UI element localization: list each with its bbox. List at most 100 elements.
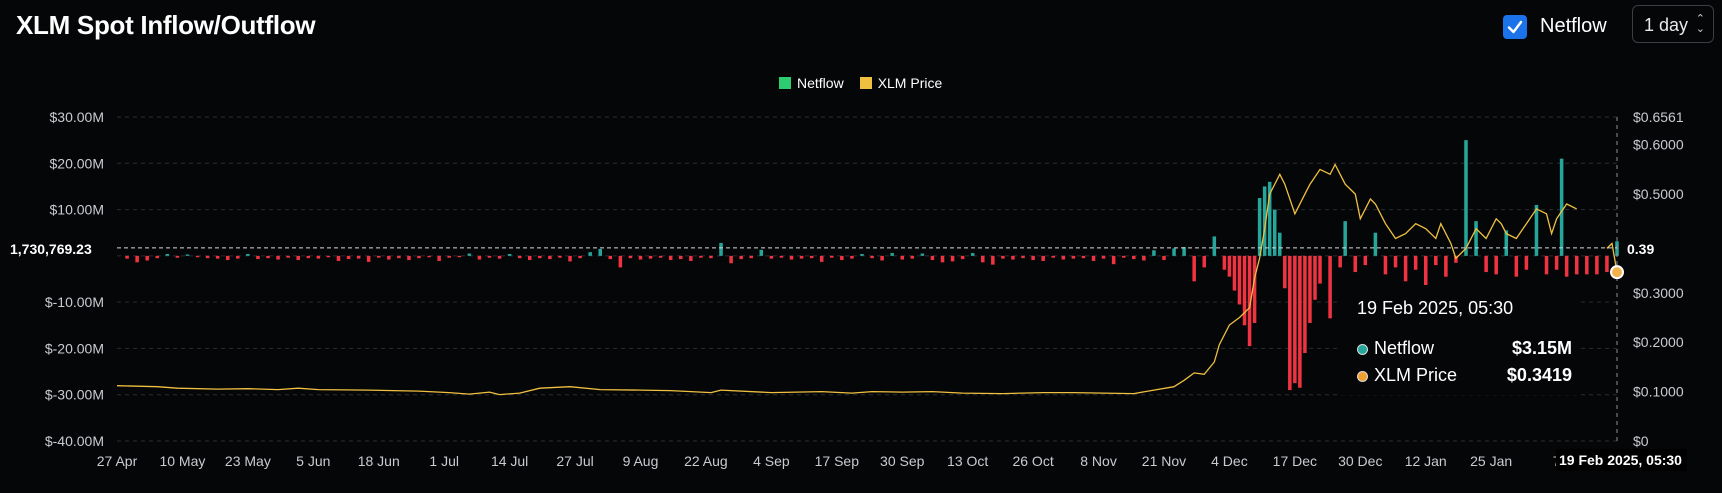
netflow-bar [870,255,874,259]
interval-select[interactable]: 1 day ⌃ ⌄ [1632,5,1714,43]
netflow-bar [568,255,572,262]
netflow-bar [719,242,723,256]
tooltip: 19 Feb 2025, 05:30 Netflow $3.15M XLM Pr… [1340,285,1580,395]
updown-chevron-icon: ⌃ ⌄ [1695,13,1705,35]
netflow-bar [1534,204,1539,256]
netflow-bar [125,255,129,259]
tooltip-price-value: $0.3419 [1506,365,1572,385]
netflow-bar [1247,255,1252,347]
netflow-checkbox-label[interactable]: Netflow [1540,15,1607,37]
netflow-bar [1413,255,1418,270]
netflow-bar [457,255,462,258]
netflow-bar [387,255,391,260]
tooltip-price-label: XLM Price [1374,365,1458,385]
legend-item-netflow[interactable]: Netflow [779,75,844,91]
crosshair-left-label: 1,730,769.23 [6,239,96,265]
netflow-bar [759,249,764,256]
netflow-bar [417,255,421,259]
netflow-bar [1272,209,1277,256]
netflow-bar [1101,255,1106,259]
netflow-bar [1202,255,1207,268]
netflow-bar [1434,255,1438,266]
netflow-bar [497,255,502,259]
netflow-bar [296,255,300,261]
netflow-bar [155,255,160,259]
tooltip-row-price: XLM Price $0.3419 [1357,365,1572,386]
netflow-bar [1595,255,1599,275]
netflow-bar [1504,230,1509,256]
netflow-bar [286,255,290,258]
netflow-bar [165,254,170,256]
x-tick-label: 27 Apr [97,453,138,469]
netflow-bar [1293,255,1297,384]
netflow-bar [376,255,381,258]
netflow-bar [578,255,582,259]
netflow-bar [1524,255,1529,270]
x-tick-label: 17 Dec [1273,453,1317,469]
netflow-bar [225,255,230,261]
netflow-bar [1152,250,1156,256]
netflow-bar [1111,255,1116,265]
netflow-bar [538,255,542,259]
netflow-bar [1222,255,1227,270]
netflow-bar [195,255,200,258]
netflow-bar [1303,255,1307,354]
netflow-bar [769,255,774,259]
netflow-bar [920,253,925,256]
netflow-bar [779,255,784,258]
netflow-bar [709,255,713,259]
netflow-bar [1232,255,1237,291]
netflow-bar [1031,255,1035,261]
netflow-bar [1574,255,1579,275]
x-tick-label: 12 Jan [1405,453,1447,469]
tooltip-netflow-value: $3.15M [1511,338,1572,358]
legend-item-price[interactable]: XLM Price [859,75,942,91]
y-right-tick-label: $0.2000 [1633,334,1684,350]
netflow-bar [276,255,280,260]
x-tick-label: 30 Dec [1338,453,1382,469]
netflow-bar [1051,255,1056,258]
netflow-bar [910,255,915,259]
netflow-bar [950,255,955,262]
y-right-tick-label: $0.5000 [1633,186,1684,202]
y-right-tick-label: $0.6000 [1633,137,1684,153]
y-left-tick-label: $30.00M [50,109,104,125]
netflow-bar [1313,255,1317,300]
netflow-bar [900,255,904,260]
netflow-bar [991,255,995,265]
netflow-bar [1474,221,1478,256]
netflow-bar [618,255,623,268]
crosshair-right-label: 0.39 [1623,239,1659,265]
netflow-bar [1494,255,1498,275]
netflow-bar [1298,255,1302,388]
netflow-bar [1514,255,1519,277]
tooltip-row-netflow: Netflow $3.15M [1357,338,1572,359]
netflow-bar [648,255,653,259]
netflow-checkbox[interactable] [1503,15,1527,39]
netflow-bar [890,253,894,256]
netflow-bar [1182,247,1186,256]
y-right-tick-label: $0.6561 [1633,109,1684,125]
y-right-tick-label: $0 [1633,433,1649,449]
x-tick-label: 21 Nov [1142,453,1186,469]
netflow-bar [819,255,824,262]
netflow-bar [135,255,139,263]
netflow-bar [397,255,401,259]
netflow-bar [1212,236,1217,256]
x-tick-label: 23 May [225,453,271,469]
netflow-bar [658,255,663,258]
netflow-bar [517,255,522,259]
netflow-bar [437,255,441,261]
netflow-bar [940,255,945,263]
netflow-bar [1267,181,1272,256]
netflow-bar [1353,255,1358,273]
netflow-bar [1252,255,1257,323]
netflow-bar [306,255,311,259]
netflow-bar [246,254,250,256]
tooltip-date: 19 Feb 2025, 05:30 [1357,298,1514,318]
netflow-bar [1308,255,1312,323]
netflow-bar [1121,255,1126,258]
x-tick-label: 18 Jun [358,453,400,469]
netflow-bar [1172,248,1176,256]
